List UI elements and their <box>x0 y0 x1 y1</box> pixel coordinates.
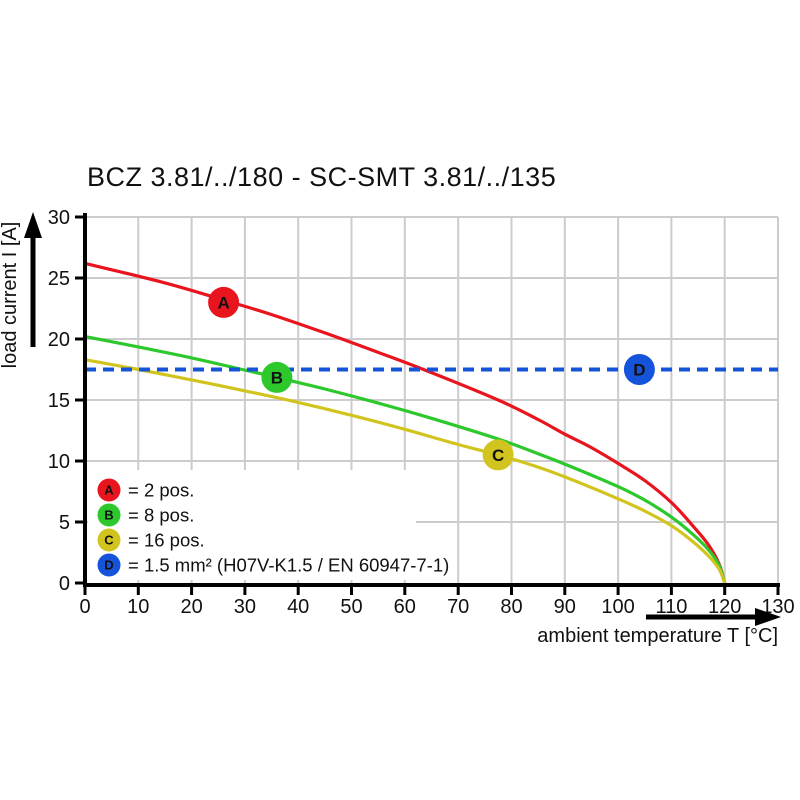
y-axis-arrowhead-icon <box>24 212 42 238</box>
y-tick-label: 15 <box>48 390 70 412</box>
x-tick-label: 30 <box>234 596 256 618</box>
y-tick-label: 5 <box>59 512 70 534</box>
x-tick-label: 120 <box>708 596 741 618</box>
y-tick-label: 25 <box>48 268 70 290</box>
legend-letter-B: B <box>104 508 113 523</box>
legend-swatch-C <box>97 528 121 552</box>
legend: A = 2 pos. B = 8 pos. C = 16 pos. D = 1.5 mm² (… <box>88 470 449 580</box>
x-tick-label: 130 <box>761 596 794 618</box>
x-axis-label: ambient temperature T [°C] <box>537 625 778 647</box>
y-tick-label: 20 <box>48 329 70 351</box>
marker-letter-A: A <box>217 293 229 312</box>
x-tick-label: 10 <box>127 596 149 618</box>
curve-A <box>83 261 727 585</box>
y-tick-label: 10 <box>48 451 70 473</box>
marker-letter-D: D <box>633 361 645 380</box>
legend-letter-A: A <box>104 483 114 498</box>
legend-letter-C: C <box>104 533 114 548</box>
x-tick-label: 50 <box>340 596 362 618</box>
chart-title: BCZ 3.81/../180 - SC-SMT 3.81/../135 <box>87 162 556 192</box>
legend-swatch-A <box>97 478 121 502</box>
x-tick-label: 40 <box>287 596 309 618</box>
legend-box <box>88 470 416 580</box>
x-tick-label: 20 <box>180 596 202 618</box>
marker-A <box>208 286 240 318</box>
x-tick-label: 100 <box>601 596 634 618</box>
y-ticks: 0 5 10 15 20 25 30 <box>48 207 85 595</box>
marker-letter-C: C <box>492 446 504 465</box>
marker-B <box>261 361 293 393</box>
series-markers: A B C D <box>208 286 655 471</box>
x-tick-label: 70 <box>447 596 469 618</box>
legend-label-C: = 16 pos. <box>128 530 205 551</box>
x-tick-label: 110 <box>655 596 687 618</box>
y-tick-label: 30 <box>48 207 70 229</box>
legend-label-D: = 1.5 mm² (H07V-K1.5 / EN 60947-7-1) <box>128 555 449 576</box>
x-tick-label: 80 <box>500 596 522 618</box>
legend-swatch-D <box>97 553 121 577</box>
x-axis-arrowhead-icon <box>755 608 781 626</box>
marker-letter-B: B <box>271 368 283 387</box>
legend-label-B: = 8 pos. <box>128 505 194 526</box>
marker-C <box>482 439 514 471</box>
marker-D <box>623 354 655 385</box>
x-tick-label: 90 <box>554 596 576 618</box>
x-ticks: 0 10 20 30 40 50 60 70 80 90 100 110 120 130 <box>79 585 795 618</box>
gridlines <box>85 216 779 583</box>
curve-C <box>83 358 727 585</box>
y-axis-label: load current I [A] <box>0 222 21 369</box>
series-curves <box>83 261 778 585</box>
legend-letter-D: D <box>104 558 113 573</box>
legend-label-A: = 2 pos. <box>128 480 194 501</box>
y-tick-label: 0 <box>59 573 70 595</box>
x-tick-label: 60 <box>394 596 416 618</box>
legend-swatch-B <box>97 503 121 527</box>
x-tick-label: 0 <box>79 596 90 618</box>
